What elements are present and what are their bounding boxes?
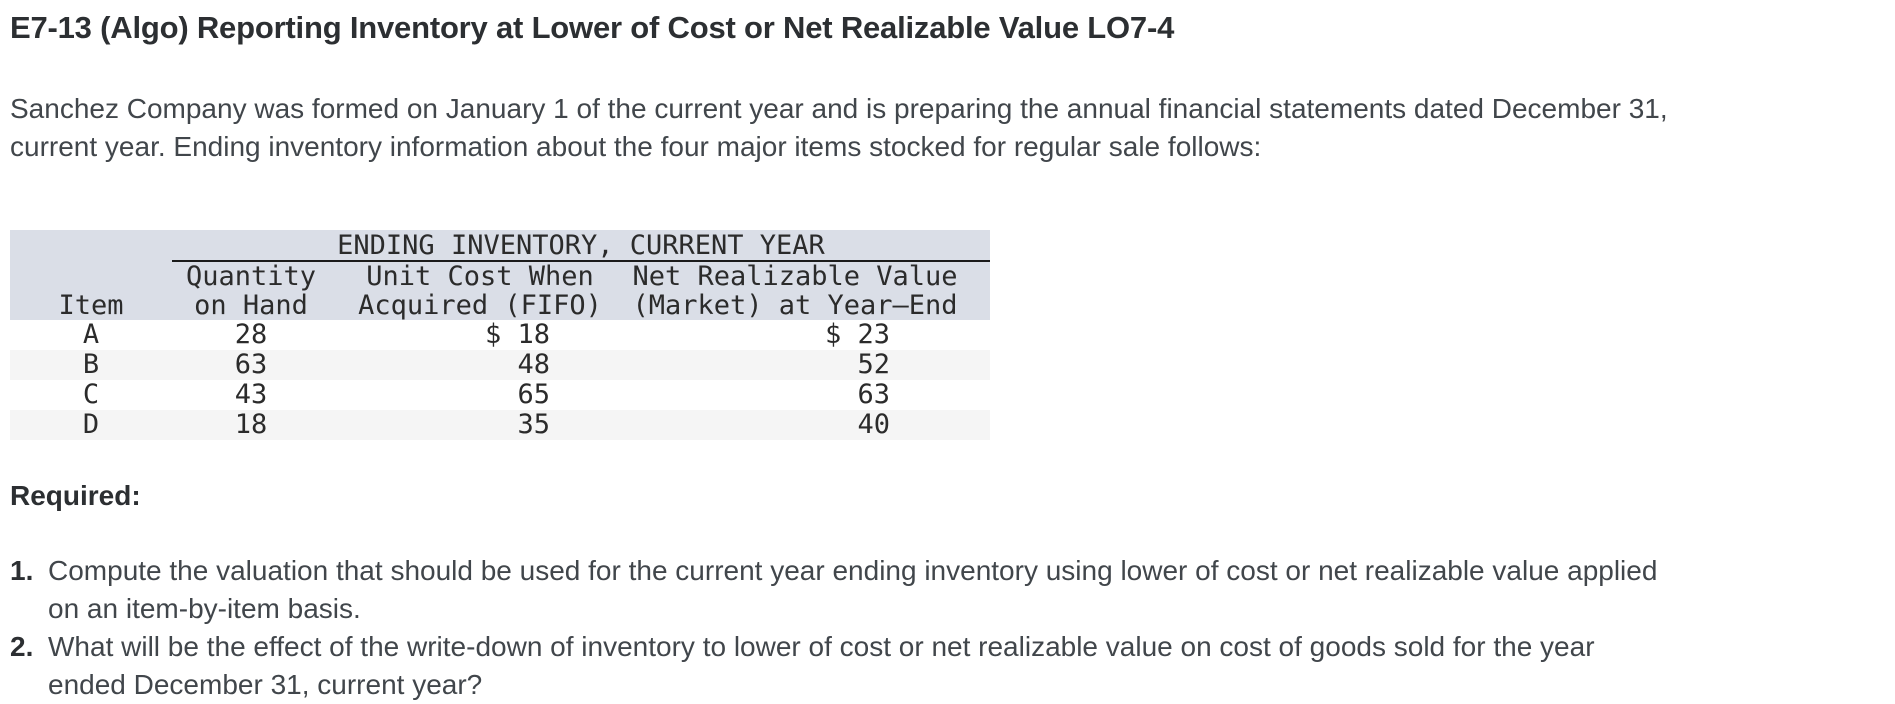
- cell-filler: [960, 410, 990, 440]
- cell-item: C: [82, 379, 100, 410]
- list-item-text: Compute the valuation that should be use…: [48, 555, 1658, 624]
- required-list: 1. Compute the valuation that should be …: [10, 552, 1885, 704]
- cell-filler: [960, 350, 990, 380]
- cell-quantity: 43: [234, 379, 268, 410]
- col-header-nrv: Net Realizable Value (Market) at Year–En…: [630, 262, 960, 320]
- required-heading: Required:: [10, 480, 141, 511]
- cell-quantity: 28: [234, 319, 268, 350]
- col-header-unit-cost: Unit Cost When Acquired (FIFO): [330, 262, 630, 320]
- col-header-filler: [960, 262, 990, 320]
- table-caption: ENDING INVENTORY, CURRENT YEAR: [172, 232, 990, 262]
- cell-nrv: 40: [630, 410, 960, 440]
- cell-item: D: [10, 410, 172, 440]
- cell-item: B: [10, 350, 172, 380]
- cell-filler: [960, 380, 990, 410]
- intro-paragraph: Sanchez Company was formed on January 1 …: [10, 93, 1668, 162]
- cell-nrv: 52: [630, 350, 960, 380]
- cell-unit-cost: $ 18: [484, 319, 550, 350]
- list-item-number: 2.: [10, 631, 34, 662]
- cell-quantity: 63: [172, 350, 330, 380]
- cell-item: A: [82, 319, 100, 350]
- page-title: E7-13 (Algo) Reporting Inventory at Lowe…: [10, 10, 1175, 45]
- list-item: 1. Compute the valuation that should be …: [10, 552, 1885, 628]
- list-item-number: 1.: [10, 555, 34, 586]
- col-header-item: Item: [10, 262, 172, 320]
- cell-nrv: $ 23: [824, 319, 890, 350]
- cell-unit-cost: 35: [330, 410, 630, 440]
- cell-nrv: 63: [857, 379, 890, 410]
- table-caption-row: ENDING INVENTORY, CURRENT YEAR: [10, 230, 990, 262]
- cell-unit-cost: 48: [330, 350, 630, 380]
- list-item: 2. What will be the effect of the write-…: [10, 628, 1885, 704]
- cell-quantity: 18: [172, 410, 330, 440]
- cell-unit-cost: 65: [517, 379, 550, 410]
- cell-filler: [960, 320, 990, 350]
- ending-inventory-table: ENDING INVENTORY, CURRENT YEAR Item Quan…: [10, 230, 990, 440]
- list-item-text: What will be the effect of the write-dow…: [48, 631, 1595, 700]
- col-header-quantity: Quantity on Hand: [172, 262, 330, 320]
